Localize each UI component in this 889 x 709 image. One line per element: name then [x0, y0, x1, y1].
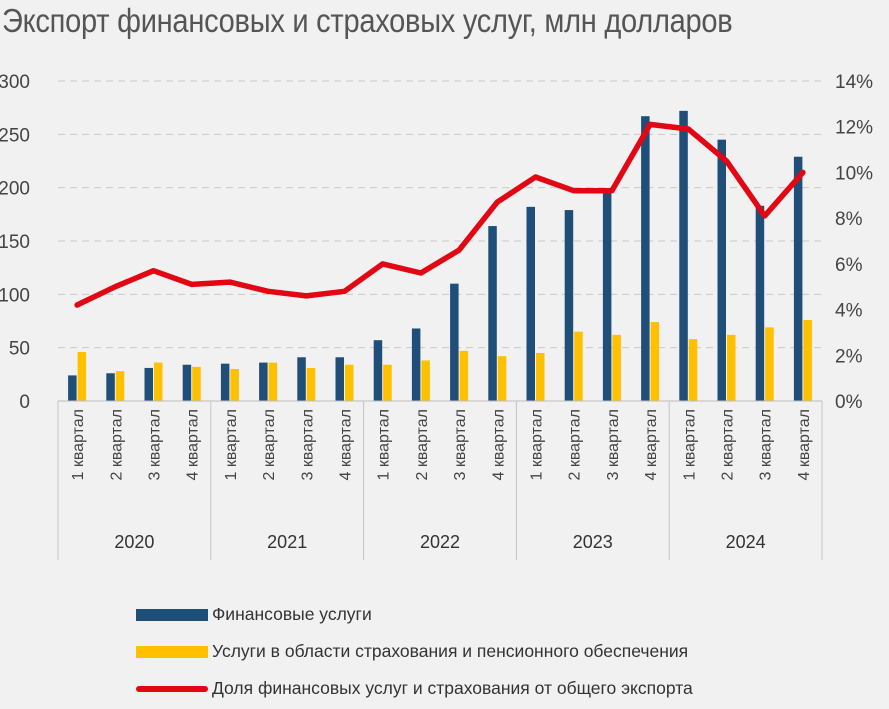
grid-lines — [58, 80, 822, 349]
left-tick-label: 100 — [0, 285, 30, 306]
right-tick-label: 14% — [835, 72, 873, 93]
x-tick-label: 2 квартал — [567, 409, 584, 481]
x-tick-label: 1 квартал — [529, 409, 546, 481]
bar-insurance — [574, 331, 583, 401]
bar-financial — [259, 362, 268, 401]
right-tick-label: 10% — [835, 163, 873, 184]
x-tick-label: 1 квартал — [681, 409, 698, 481]
bar-financial — [755, 205, 765, 401]
x-tick-label: 3 квартал — [758, 409, 775, 481]
bar-insurance — [536, 353, 545, 401]
x-year-label: 2023 — [573, 532, 613, 552]
right-tick-label: 0% — [835, 392, 863, 413]
bar-insurance — [459, 350, 469, 401]
x-tick-label: 2 квартал — [414, 409, 431, 481]
x-tick-label: 2 квартал — [720, 409, 737, 481]
x-year-label: 2022 — [420, 532, 460, 552]
x-tick-label: 4 квартал — [490, 409, 507, 481]
right-tick-label: 12% — [835, 118, 873, 139]
bar-insurance — [115, 371, 125, 401]
bar-insurance — [230, 369, 239, 401]
legend-item-share: Доля финансовых услуг и страхования от о… — [136, 670, 693, 707]
right-tick-label: 4% — [835, 301, 863, 322]
left-tick-label: 300 — [0, 72, 30, 93]
bar-insurance — [268, 362, 278, 401]
left-axis-ticks: 0 50 100 150 200 250 300 — [0, 72, 30, 413]
bar-financial — [106, 373, 115, 401]
left-tick-label: 200 — [0, 179, 30, 200]
bar-insurance — [192, 366, 201, 401]
bar-financial — [182, 364, 192, 401]
legend-label-insurance: Услуги в области страхования и пенсионно… — [212, 641, 689, 661]
right-tick-label: 2% — [835, 346, 863, 367]
x-tick-label: 4 квартал — [338, 409, 355, 481]
bar-insurance — [154, 362, 163, 401]
bar-financial — [488, 226, 497, 401]
legend-swatch-insurance — [136, 645, 208, 658]
share-line — [74, 121, 806, 308]
left-tick-label: 50 — [9, 339, 30, 360]
x-tick-label: 4 квартал — [643, 409, 660, 481]
x-tick-label: 2 квартал — [261, 409, 278, 481]
x-tick-label: 1 квартал — [223, 409, 240, 481]
right-axis-ticks: 0% 2% 4% 6% 8% 10% 12% 14% — [835, 72, 873, 413]
bar-financial — [793, 156, 803, 401]
chart-title: Экспорт финансовых и страховых услуг, мл… — [2, 2, 733, 39]
bars — [68, 110, 812, 401]
bar-financial — [144, 367, 153, 401]
bar-financial — [717, 139, 726, 401]
legend-swatch-share — [136, 685, 208, 692]
bar-financial — [373, 340, 383, 401]
bar-financial — [679, 110, 688, 401]
bar-insurance — [497, 356, 507, 401]
left-tick-label: 150 — [0, 232, 30, 253]
bar-financial — [450, 283, 459, 401]
legend-item-insurance: Услуги в области страхования и пенсионно… — [136, 633, 693, 670]
x-tick-label: 1 квартал — [70, 409, 87, 481]
x-year-label: 2024 — [726, 532, 766, 552]
x-tick-label: 4 квартал — [796, 409, 813, 481]
x-tick-label: 4 квартал — [185, 409, 202, 481]
bar-insurance — [727, 334, 736, 401]
legend-swatch-financial — [136, 608, 208, 621]
right-tick-label: 8% — [835, 209, 863, 230]
legend-label-financial: Финансовые услуги — [212, 604, 372, 624]
bar-insurance — [77, 351, 87, 401]
x-year-label: 2020 — [114, 532, 154, 552]
bar-financial — [220, 363, 230, 401]
bar-insurance — [306, 367, 316, 401]
bar-financial — [602, 188, 612, 401]
left-tick-label: 250 — [0, 125, 30, 146]
share-line-path — [74, 121, 806, 308]
bar-financial — [641, 116, 650, 401]
legend: Финансовые услуги Услуги в области страх… — [136, 596, 693, 707]
x-axis: 1 квартал 2 квартал 3 квартал 4 квартал 1 кв… — [57, 400, 823, 560]
x-tick-label: 3 квартал — [147, 409, 164, 481]
bar-insurance — [650, 322, 660, 401]
x-tick-label: 3 квартал — [605, 409, 622, 481]
bar-financial — [564, 210, 574, 401]
legend-item-financial: Финансовые услуги — [136, 596, 693, 633]
bar-insurance — [765, 327, 774, 401]
bar-financial — [297, 357, 306, 401]
bar-financial — [411, 328, 421, 401]
bar-financial — [335, 357, 344, 401]
bar-insurance — [383, 364, 392, 401]
bar-insurance — [421, 360, 430, 401]
bar-insurance — [345, 364, 354, 401]
x-tick-label: 3 квартал — [452, 409, 469, 481]
x-year-label: 2021 — [267, 532, 307, 552]
x-tick-label: 3 квартал — [299, 409, 316, 481]
bar-insurance — [803, 319, 812, 401]
right-tick-label: 6% — [835, 255, 863, 276]
legend-label-share: Доля финансовых услуг и страхования от о… — [212, 678, 693, 698]
x-tick-label: 1 квартал — [376, 409, 393, 481]
bar-insurance — [612, 334, 621, 401]
bar-financial — [68, 375, 77, 401]
x-tick-label: 2 квартал — [108, 409, 125, 481]
bar-insurance — [688, 339, 698, 401]
bar-financial — [526, 206, 535, 401]
left-tick-label: 0 — [19, 392, 30, 413]
